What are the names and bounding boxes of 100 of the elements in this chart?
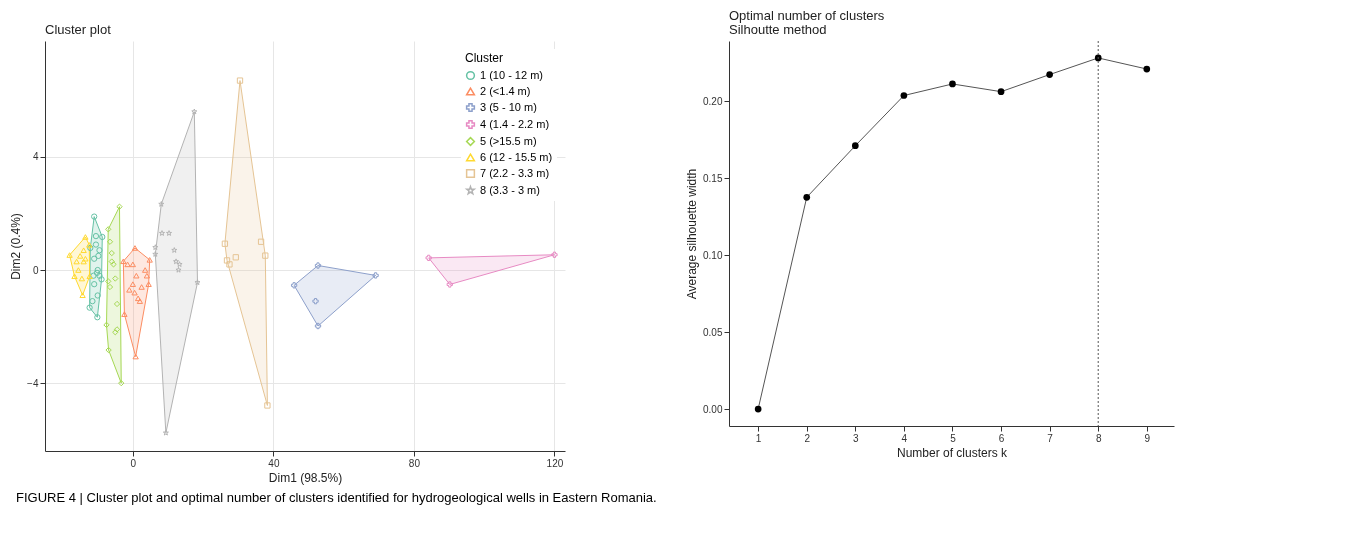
point [86, 304, 93, 311]
x-tick-label: 7 [1047, 432, 1054, 444]
x-tick-label: 6 [998, 432, 1005, 444]
y-axis-title: Average silhouette width [685, 168, 700, 300]
point [312, 297, 319, 305]
point [82, 234, 89, 240]
point [110, 261, 117, 268]
point [105, 278, 112, 285]
point [171, 247, 178, 253]
point [194, 279, 201, 286]
point [91, 255, 98, 262]
point [145, 281, 152, 287]
point [226, 261, 233, 268]
x-tick-label: 120 [546, 457, 564, 469]
point [71, 273, 78, 280]
point [257, 238, 265, 245]
point [264, 402, 271, 409]
x-tick-label: 3 [853, 432, 860, 444]
point [66, 252, 73, 258]
point [116, 203, 123, 210]
point [141, 267, 149, 273]
point [92, 232, 100, 240]
point [152, 244, 159, 251]
point [131, 245, 139, 251]
legend-label: 7 (2.2 - 3.3 m) [480, 166, 550, 179]
point [162, 429, 169, 436]
y-tick-label: 4 [32, 151, 39, 163]
point [175, 266, 182, 273]
point [425, 254, 432, 262]
x-tick-label: 4 [901, 432, 908, 444]
point [113, 326, 121, 333]
point [96, 247, 103, 254]
y-tick-label: 0.15 [703, 172, 723, 184]
legend-label: 2 (<1.4 m) [480, 84, 531, 97]
x-tick-label: 8 [1095, 432, 1102, 444]
point [108, 258, 115, 265]
point [126, 287, 133, 293]
point [79, 292, 86, 298]
x-tick-label: 80 [408, 457, 421, 469]
legend-label: 1 (10 - 12 m) [480, 68, 543, 81]
legend-label: 3 (5 - 10 m) [480, 100, 537, 113]
point [124, 261, 131, 268]
point [446, 281, 453, 288]
point [105, 346, 112, 354]
point [118, 379, 125, 387]
point [138, 284, 145, 290]
x-axis-title: Dim1 (98.5%) [268, 470, 343, 485]
point [129, 261, 136, 268]
point [112, 329, 119, 336]
point [80, 247, 87, 254]
x-axis-title: Number of clusters k [896, 445, 1009, 460]
point [91, 281, 98, 288]
point [94, 314, 101, 321]
point [76, 253, 84, 259]
point [78, 275, 86, 282]
x-tick-label: 40 [268, 457, 280, 469]
legend-title: Cluster [465, 51, 504, 65]
legend-label: 6 (12 - 15.5 m) [480, 150, 553, 163]
point [89, 298, 96, 305]
point [158, 230, 166, 236]
point [120, 258, 127, 265]
y-axis-title: Dim2 (0.4%) [9, 213, 24, 280]
x-tick-label: 9 [1144, 432, 1151, 444]
x-tick-label: 2 [804, 432, 811, 444]
point [103, 321, 110, 329]
caption: FIGURE 4 | Cluster plot and optimal number of clusters identified for hydrogeological wells in Eastern Romania. [16, 490, 658, 505]
legend-label: 8 (3.3 - 3 m) [480, 183, 540, 196]
point [92, 241, 100, 248]
point [105, 226, 112, 233]
point [173, 258, 180, 265]
point [146, 257, 153, 263]
x-tick-label: 1 [755, 432, 762, 444]
point [314, 262, 322, 269]
y-tick-label: 0.05 [703, 326, 723, 338]
chart-title: Optimal number of clusters [729, 7, 885, 23]
point [143, 272, 151, 279]
chart-subtitle: Silhoutte method [729, 21, 827, 37]
y-tick-label: 0 [32, 264, 39, 276]
point [191, 108, 198, 115]
point [132, 353, 139, 360]
point [98, 276, 105, 283]
point [223, 257, 231, 264]
point [91, 213, 98, 220]
point [133, 272, 140, 279]
y-tick-label: 0.20 [703, 95, 723, 107]
point [121, 311, 128, 317]
point [94, 292, 101, 299]
point [86, 242, 93, 248]
point [152, 251, 159, 257]
point [106, 283, 114, 291]
point [112, 275, 119, 282]
x-tick-label: 0 [130, 457, 137, 469]
point [551, 251, 558, 258]
point [75, 267, 82, 273]
legend-label: 5 (>15.5 m) [480, 134, 537, 147]
point [166, 230, 173, 236]
point [158, 201, 165, 207]
point [99, 233, 106, 241]
point [94, 266, 101, 274]
point [86, 273, 93, 280]
